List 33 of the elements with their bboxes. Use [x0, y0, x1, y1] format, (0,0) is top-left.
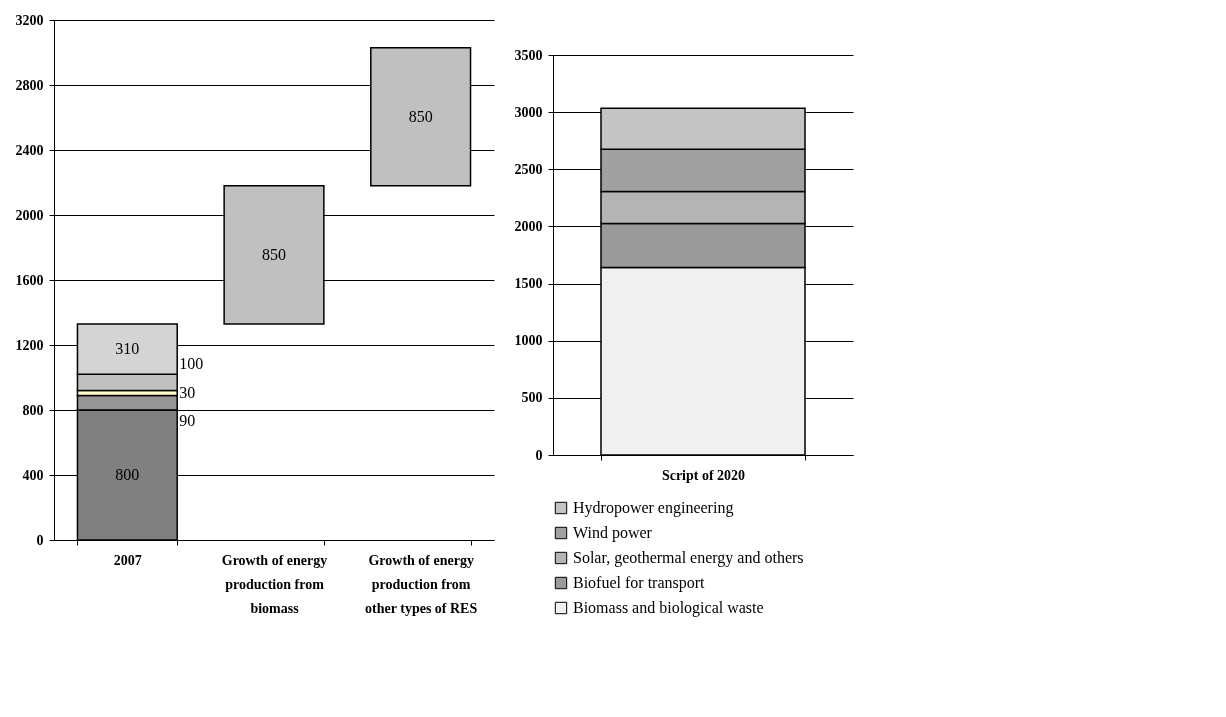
- y-tick-label: 500: [521, 390, 543, 406]
- legend-label: Solar, geothermal energy and others: [573, 549, 804, 567]
- y-tick-label: 1000: [514, 333, 543, 349]
- y-tick-label: 1200: [15, 337, 44, 353]
- y-tick-label: 400: [22, 467, 44, 483]
- y-tick-label: 3200: [15, 12, 44, 28]
- y-tick-label: 0: [36, 532, 44, 548]
- y-tick-label: 1600: [15, 272, 44, 288]
- y-tick-label: 3500: [514, 47, 543, 63]
- legend-label: Hydropower engineering: [573, 499, 734, 517]
- x-tick-label: 2007: [113, 552, 142, 568]
- y-tick-label: 3000: [514, 104, 543, 120]
- data-label: 90: [179, 411, 196, 429]
- legend-label: Wind power: [573, 524, 653, 542]
- y-tick-label: 2800: [15, 77, 44, 93]
- data-label: 100: [179, 355, 204, 373]
- y-tick-label: 2000: [514, 218, 543, 234]
- data-label: 30: [179, 383, 196, 401]
- x-tick-label: Growth of energy production from biomass: [221, 552, 328, 616]
- data-label: 850: [262, 245, 286, 263]
- y-tick-label: 2500: [514, 161, 543, 177]
- y-tick-label: 0: [535, 447, 543, 463]
- data-label: 310: [115, 340, 140, 358]
- x-tick-label: Script of 2020: [661, 467, 746, 483]
- y-tick-label: 1500: [514, 276, 543, 292]
- y-tick-label: 2400: [15, 142, 44, 158]
- y-tick-label: 800: [22, 402, 44, 418]
- data-label: 850: [408, 107, 433, 125]
- x-tick-label: Growth of energy production from other types of RES: [365, 552, 478, 616]
- legend-label: Biomass and biological waste: [573, 599, 764, 617]
- y-tick-label: 2000: [15, 207, 44, 223]
- data-label: 800: [115, 466, 140, 483]
- legend-label: Biofuel for transport: [573, 574, 706, 592]
